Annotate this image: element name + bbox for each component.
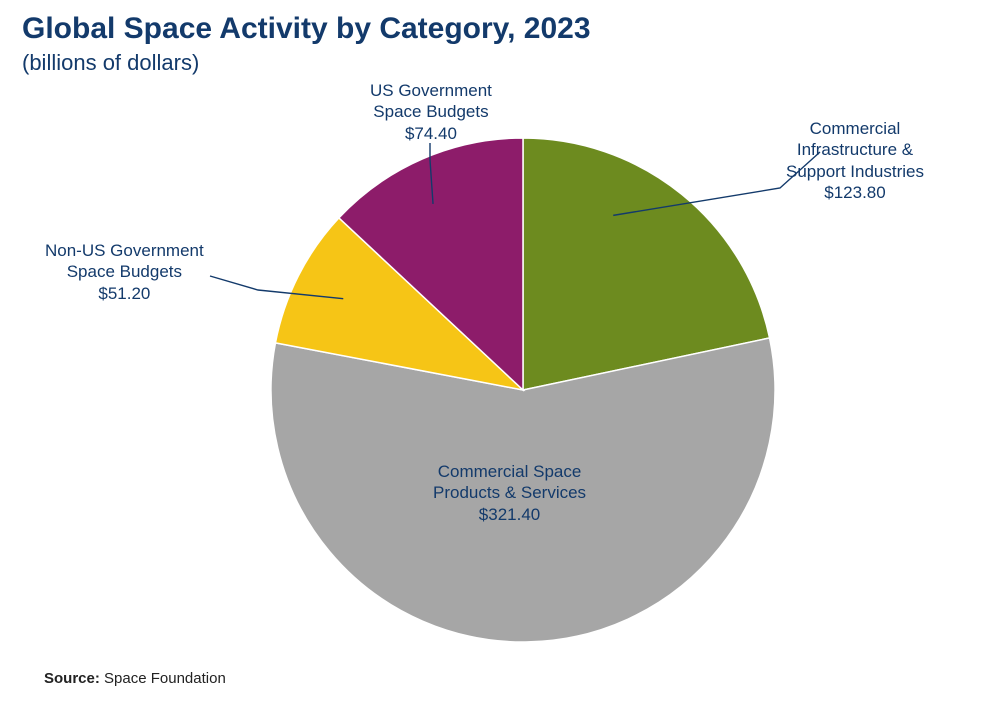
- source-value: Space Foundation: [104, 670, 226, 687]
- source-line: Source: Space Foundation: [44, 670, 226, 687]
- slice-label: Non-US Government Space Budgets $51.20: [45, 240, 204, 304]
- slice-label: Commercial Infrastructure & Support Indu…: [786, 118, 924, 203]
- slice-label: Commercial Space Products & Services $32…: [433, 461, 586, 525]
- pie-chart: [0, 0, 1000, 707]
- source-label: Source:: [44, 670, 100, 687]
- slice-label: US Government Space Budgets $74.40: [370, 80, 492, 144]
